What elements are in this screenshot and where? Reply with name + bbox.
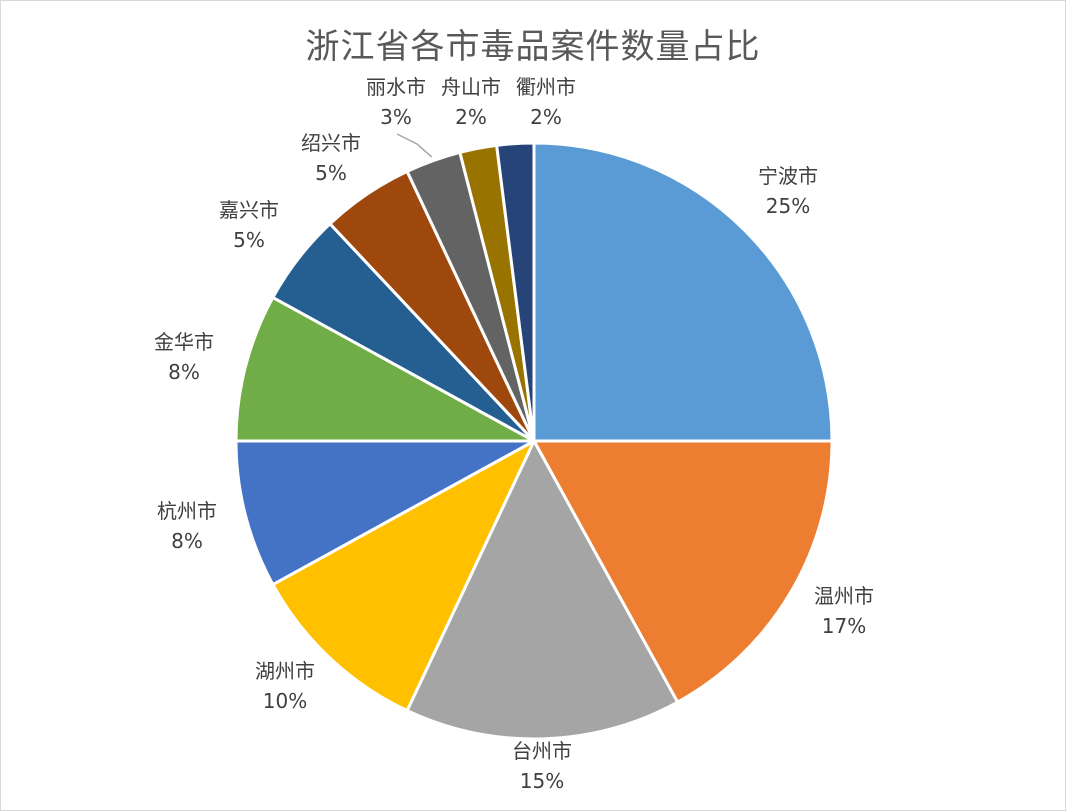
slice-label-name: 杭州市 — [157, 499, 217, 523]
slice-label-percent: 10% — [263, 689, 307, 713]
slice-label-name: 舟山市 — [441, 75, 501, 99]
slice-label-percent: 15% — [520, 769, 564, 793]
pie-slice — [234, 439, 536, 587]
leader-line — [396, 133, 433, 158]
slice-label-percent: 8% — [168, 360, 200, 384]
slice-label-name: 丽水市 — [366, 75, 426, 99]
pie-slice — [234, 295, 536, 443]
slice-label-name: 台州市 — [512, 739, 572, 763]
pie-slice — [495, 141, 536, 443]
slice-label-percent: 2% — [455, 105, 487, 129]
pie-slice — [271, 439, 536, 713]
slice-label-name: 宁波市 — [758, 164, 818, 188]
pie-slice — [405, 439, 680, 741]
slice-label-name: 湖州市 — [255, 659, 315, 683]
slice-label-percent: 2% — [530, 105, 562, 129]
slice-label-percent: 17% — [822, 614, 866, 638]
slice-label-name: 温州市 — [814, 584, 874, 608]
pie-slice — [532, 141, 834, 443]
slice-label-percent: 8% — [171, 529, 203, 553]
slice-label-name: 嘉兴市 — [219, 198, 279, 222]
slice-label-percent: 25% — [766, 194, 810, 218]
chart-title: 浙江省各市毒品案件数量占比 — [305, 27, 761, 67]
slice-label-percent: 5% — [315, 161, 347, 185]
slice-label-name: 绍兴市 — [301, 131, 361, 155]
pie-slice — [532, 439, 834, 704]
slice-label-percent: 5% — [233, 228, 265, 252]
slice-label-name: 衢州市 — [516, 75, 576, 99]
slice-label-percent: 3% — [380, 105, 412, 129]
slice-label-name: 金华市 — [154, 330, 214, 354]
